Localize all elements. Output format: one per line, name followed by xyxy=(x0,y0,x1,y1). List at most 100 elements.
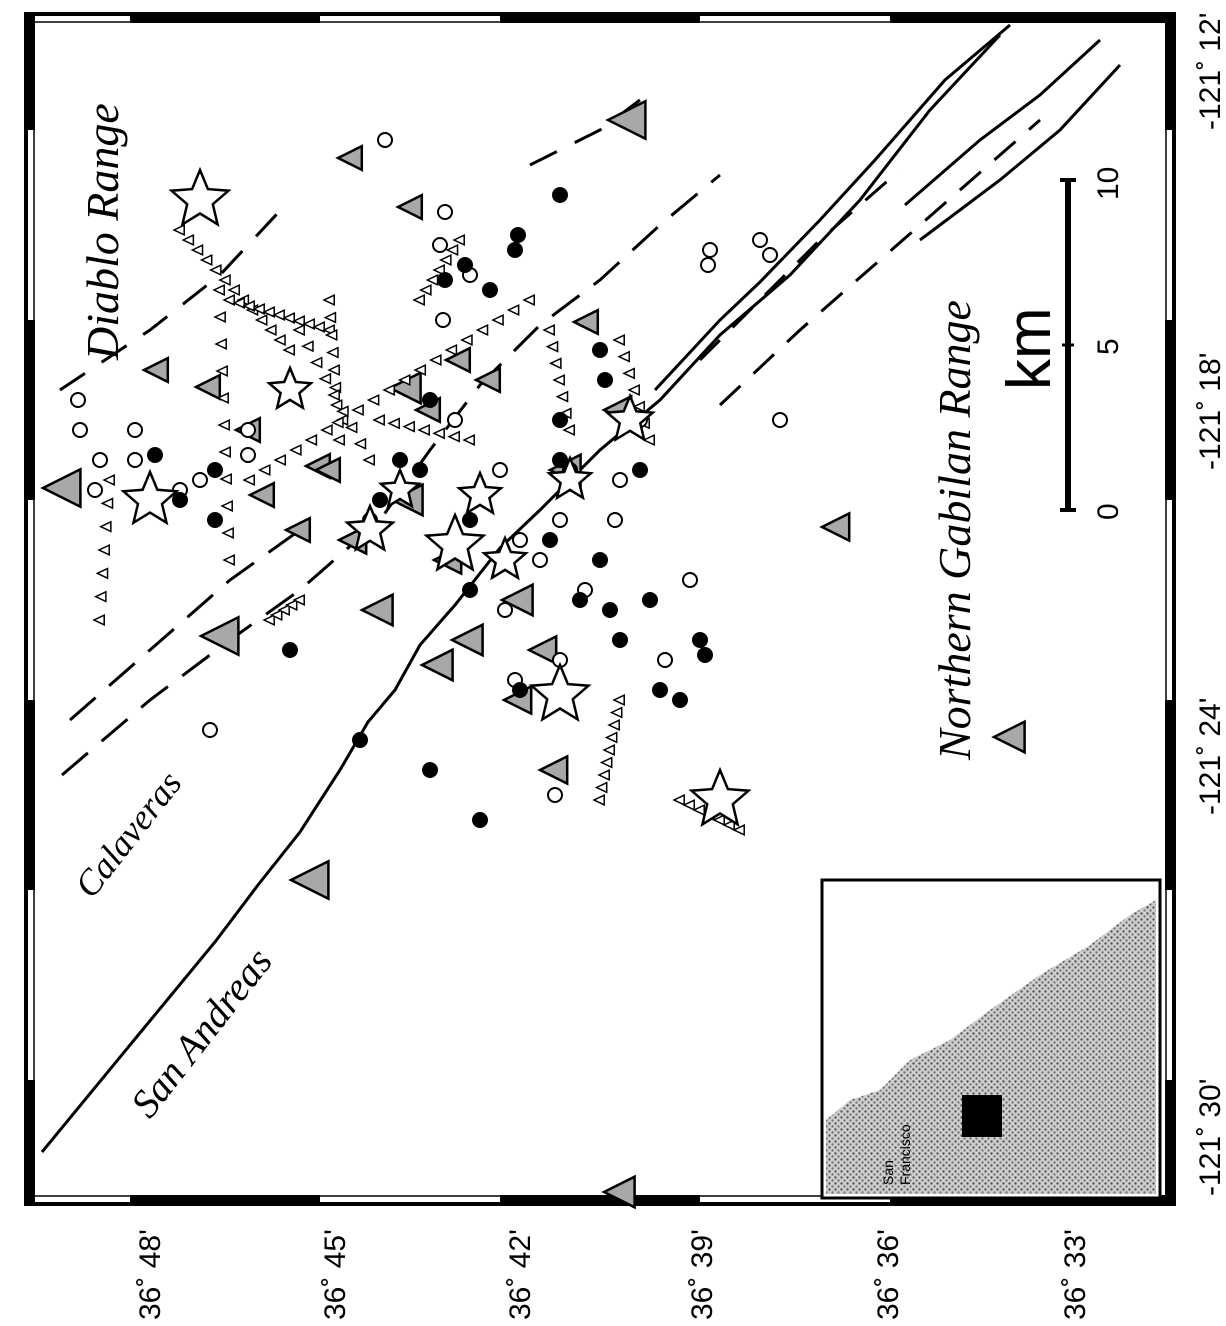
scale-label-0: 0 xyxy=(1092,503,1125,520)
profile-triangle xyxy=(329,399,343,411)
profile-triangle xyxy=(366,394,380,406)
profile-triangle xyxy=(254,314,268,326)
profile-triangle xyxy=(208,264,222,276)
profile-triangle xyxy=(277,604,290,616)
lat-tick-label: 36˚ 45' xyxy=(319,1229,352,1320)
profile-triangle xyxy=(218,446,231,458)
event-filled-circle xyxy=(507,242,523,258)
profile-triangle xyxy=(302,318,315,330)
profile-triangle xyxy=(263,324,277,336)
profile-triangle xyxy=(304,434,318,446)
shot-point-star xyxy=(456,469,504,516)
profile-triangle xyxy=(100,497,114,510)
profile-triangle xyxy=(98,520,112,533)
profile-triangle xyxy=(190,244,204,256)
profile-triangle xyxy=(612,694,625,706)
profile-triangle xyxy=(242,300,255,312)
station-triangle xyxy=(605,99,647,141)
frame-bar xyxy=(130,1195,320,1204)
profile-triangle xyxy=(292,315,305,327)
station-triangle xyxy=(288,859,330,901)
event-open-circle xyxy=(192,472,208,488)
profile-triangle xyxy=(344,421,358,434)
profile-triangle xyxy=(222,294,235,306)
station-triangle xyxy=(991,719,1026,755)
lat-tick-label: 36˚ 33' xyxy=(1059,1229,1092,1320)
profile-triangle xyxy=(562,424,575,436)
profile-triangle xyxy=(604,731,618,744)
profile-triangle xyxy=(324,329,338,341)
frame-bar xyxy=(26,320,35,500)
shot-point-star xyxy=(528,661,592,722)
profile-triangle xyxy=(300,340,314,353)
event-open-circle xyxy=(127,422,143,438)
event-filled-circle xyxy=(692,632,708,648)
shot-point-star xyxy=(423,511,487,572)
event-open-circle xyxy=(435,312,451,328)
station-triangle xyxy=(537,754,569,786)
event-filled-circle xyxy=(672,692,688,708)
profile-triangle xyxy=(438,254,452,266)
frame-bar xyxy=(130,14,320,23)
profile-triangle xyxy=(330,416,344,429)
profile-triangle xyxy=(212,284,225,296)
profile-triangle xyxy=(682,799,695,811)
profile-triangle xyxy=(199,254,213,266)
event-filled-circle xyxy=(437,272,453,288)
profile-triangle xyxy=(215,365,228,377)
shot-point-star xyxy=(168,166,232,227)
profile-triangle xyxy=(93,590,107,603)
inset-city-label-1: San xyxy=(880,1160,896,1185)
profile-triangle xyxy=(452,234,465,246)
event-filled-circle xyxy=(602,602,618,618)
profile-triangle xyxy=(622,367,635,380)
event-open-circle xyxy=(682,572,698,588)
event-open-circle xyxy=(772,412,788,428)
profile-triangle xyxy=(327,389,340,401)
profile-triangle xyxy=(269,609,283,621)
event-filled-circle xyxy=(552,452,568,468)
scale-unit: km xyxy=(995,307,1064,390)
event-filled-circle xyxy=(652,682,668,698)
event-open-circle xyxy=(552,512,568,528)
event-filled-circle xyxy=(462,512,478,528)
station-triangle xyxy=(819,511,851,543)
profile-triangle xyxy=(372,414,385,426)
station-triangle xyxy=(499,582,534,618)
shot-point-stars xyxy=(120,166,752,827)
profile-triangle xyxy=(632,400,645,413)
profile-triangle xyxy=(353,437,367,450)
profile-triangle xyxy=(602,744,615,756)
profile-triangle xyxy=(418,284,432,296)
profile-triangle xyxy=(257,464,271,476)
station-triangle xyxy=(419,647,454,683)
profile-triangle xyxy=(332,434,345,446)
event-filled-circle xyxy=(172,492,188,508)
station-triangle xyxy=(335,144,364,172)
event-open-circle xyxy=(547,787,563,803)
profile-triangle xyxy=(325,346,339,359)
fault-trace-6 xyxy=(718,118,1041,407)
profile-triangle xyxy=(351,404,364,416)
scale-bar: 0 5 10 km xyxy=(995,167,1125,520)
event-open-circle xyxy=(657,652,673,668)
frame-bar xyxy=(26,1080,35,1204)
event-filled-circle xyxy=(592,342,608,358)
profile-triangle xyxy=(428,354,442,366)
profile-triangle xyxy=(323,311,337,324)
lon-tick-label: -121˚ 30' xyxy=(1194,1079,1226,1196)
event-filled-circle xyxy=(697,647,713,663)
event-filled-circle xyxy=(632,462,648,478)
profile-triangle xyxy=(382,384,395,396)
profile-triangle xyxy=(491,314,504,326)
profile-triangle xyxy=(432,427,445,440)
profile-triangle xyxy=(552,374,565,386)
profile-triangle xyxy=(548,357,562,370)
profile-triangle xyxy=(262,306,275,318)
profile-triangle xyxy=(462,434,475,446)
profile-triangle xyxy=(672,794,685,806)
profile-triangle xyxy=(460,334,473,346)
profile-triangle xyxy=(273,454,287,466)
lon-tick-label: -121˚ 24' xyxy=(1194,698,1226,815)
scale-label-5: 5 xyxy=(1092,338,1125,355)
